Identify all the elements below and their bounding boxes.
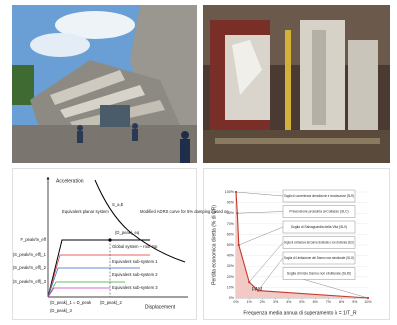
photo-collapse bbox=[12, 5, 197, 163]
pam-area bbox=[236, 192, 368, 298]
point-label: Soglia di Inizio Danno non strutturale (… bbox=[287, 271, 351, 275]
y-tick-label: 70% bbox=[227, 222, 235, 226]
sub2-label: Equivalent sub-system 2 bbox=[112, 272, 158, 277]
diagram-panel bbox=[12, 168, 197, 320]
leader bbox=[249, 242, 284, 283]
y-tick-label: 80% bbox=[227, 211, 235, 215]
y-tick-label: 20% bbox=[227, 275, 235, 279]
point-label: Soglia di convenienza demolizione e rico… bbox=[284, 194, 354, 198]
y-tick-label: 0% bbox=[229, 296, 235, 300]
point-label: Soglia di Limitazione del Danno non stru… bbox=[284, 256, 354, 260]
x-label: (D_peak)_1 = D_peak bbox=[50, 300, 92, 305]
x-tick-label: 3% bbox=[273, 300, 279, 304]
global-label: Global system – roof top bbox=[112, 244, 158, 249]
peak-label: (D_peak)_eq bbox=[115, 230, 140, 235]
x-tick-label: 9% bbox=[352, 300, 358, 304]
x-tick-label: 10% bbox=[364, 300, 372, 304]
planar-label: Equivalent planar system bbox=[62, 209, 109, 214]
x-tick-label: 8% bbox=[339, 300, 345, 304]
photo-lab-test bbox=[203, 5, 390, 163]
capacity-diagram bbox=[46, 176, 188, 298]
x-tick-label: 1% bbox=[247, 300, 253, 304]
x-label: (D_peak)_3 bbox=[50, 308, 73, 313]
y-tick-label: 100% bbox=[225, 190, 235, 194]
y-tick-label: 40% bbox=[227, 254, 235, 258]
y-label: (S_peak/m_eff)_3 bbox=[13, 279, 47, 284]
label-box bbox=[282, 267, 356, 280]
sub1-label: Equivalent sub-system 1 bbox=[112, 259, 158, 264]
diagram-x-axis: Displacement bbox=[145, 304, 176, 310]
y-tick-label: 90% bbox=[227, 201, 235, 205]
x-axis-title: Frequenza media annua di superamento λ =… bbox=[243, 310, 357, 316]
x-tick-label: 7% bbox=[326, 300, 332, 304]
x-tick-label: 5% bbox=[299, 300, 305, 304]
leader bbox=[235, 191, 284, 197]
y-label: (S_peak/m_eff)_2 bbox=[13, 265, 47, 270]
y-tick-label: 10% bbox=[227, 285, 235, 289]
y-label: (S_peak/m_eff)_1 bbox=[13, 252, 47, 257]
y-tick-label: 30% bbox=[227, 264, 235, 268]
area-label: PAM bbox=[252, 287, 262, 293]
sub3-label: Equivalent sub-system 3 bbox=[112, 285, 158, 290]
y-tick-label: 50% bbox=[227, 243, 235, 247]
leader bbox=[237, 211, 284, 214]
x-tick-label: 0% bbox=[233, 300, 239, 304]
label-box bbox=[282, 205, 356, 218]
y-tick-label: 60% bbox=[227, 232, 235, 236]
label-box bbox=[282, 189, 356, 203]
diagram-y-axis: Acceleration bbox=[56, 178, 84, 184]
point-label: Soglia di Limitazione del Danno struttur… bbox=[284, 240, 354, 244]
y-label: F_peak/m_eff bbox=[20, 237, 46, 242]
y-axis-title: Perdita economica diretta (% di CR) bbox=[211, 205, 217, 285]
x-tick-label: 4% bbox=[286, 300, 292, 304]
label-box bbox=[282, 251, 356, 265]
point-label: Soglia di Salvaguardia della Vita (SLV) bbox=[291, 225, 347, 229]
x-label: (D_peak)_2 bbox=[100, 300, 123, 305]
point-label: Prevenzione prossima al Collasso (SLC) bbox=[289, 209, 348, 213]
demand-curve-label: Modified ADRS curve for 5% damping based… bbox=[140, 209, 229, 214]
demand-label: S_a,E bbox=[112, 202, 124, 207]
leader bbox=[257, 257, 284, 291]
label-box bbox=[282, 236, 356, 249]
pam-line bbox=[235, 191, 369, 299]
leader bbox=[238, 226, 284, 246]
x-tick-label: 6% bbox=[313, 300, 319, 304]
label-box bbox=[282, 220, 356, 234]
x-tick-label: 2% bbox=[260, 300, 266, 304]
